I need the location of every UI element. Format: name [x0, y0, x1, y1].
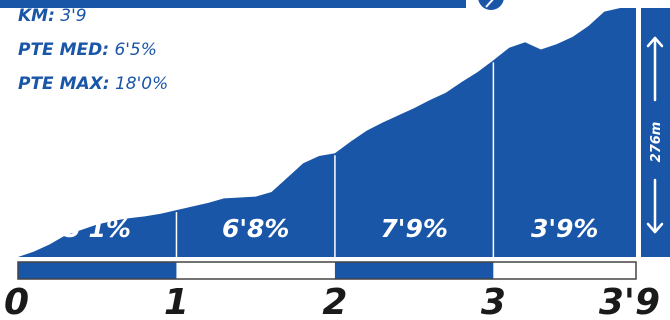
- stat-pte-max-label: PTE MAX:: [18, 74, 110, 94]
- km-tick-0: 0: [4, 282, 29, 320]
- badge-circle: [478, 0, 504, 10]
- stat-pte-med: PTE MED: 6'5%: [18, 40, 157, 60]
- stat-km-value: 3'9: [60, 6, 87, 26]
- km-bar-outline: [17, 261, 637, 280]
- section-grade-4: 3'9%: [531, 214, 599, 243]
- km-bar-segment-2: [176, 262, 335, 279]
- stat-pte-max-value: 18'0%: [114, 74, 169, 94]
- km-tick-1: 1: [164, 282, 189, 320]
- km-tick-3-9: 3'9: [599, 282, 660, 320]
- km-bar-segment-1: [18, 262, 177, 279]
- section-grade-3: 7'9%: [380, 214, 448, 243]
- km-bar-segment-4: [493, 262, 636, 279]
- title-banner: [0, 0, 466, 8]
- elevation-gain-label: 276m: [649, 122, 664, 163]
- km-bar-segment-3: [334, 262, 494, 279]
- km-tick-2: 2: [322, 282, 347, 320]
- elevation-gain-arrow: [646, 36, 664, 234]
- section-grade-labels: 5'1% 6'8% 7'9% 3'9%: [63, 214, 598, 243]
- section-grade-2: 6'8%: [222, 214, 290, 243]
- stat-pte-med-label: PTE MED:: [18, 40, 110, 60]
- badge-stroke: [485, 0, 494, 8]
- elevation-area: [18, 8, 636, 257]
- section-grade-1: 5'1%: [63, 214, 131, 243]
- km-tick-labels: 0 1 2 3 3'9: [4, 282, 660, 320]
- stat-pte-med-value: 6'5%: [114, 40, 157, 60]
- stat-pte-max: PTE MAX: 18'0%: [18, 74, 168, 94]
- stat-km-label: KM:: [18, 6, 55, 26]
- section-dividers: [175, 62, 495, 257]
- stat-km: KM: 3'9: [18, 6, 87, 26]
- km-bar: [18, 262, 636, 279]
- km-tick-3: 3: [481, 282, 506, 320]
